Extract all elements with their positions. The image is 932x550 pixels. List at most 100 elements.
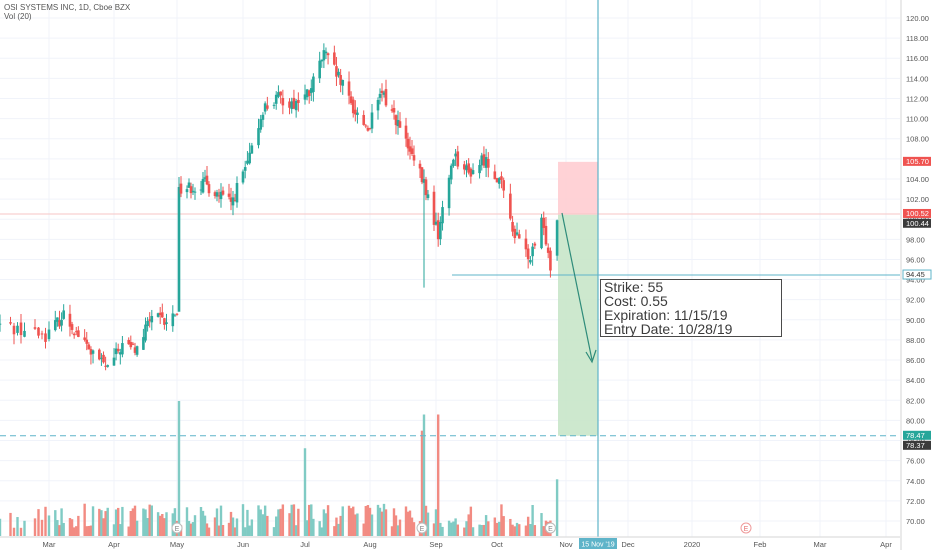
volume-bar	[37, 509, 40, 536]
grid	[0, 0, 900, 537]
volume-bar	[524, 525, 528, 536]
volume-bar	[23, 520, 26, 536]
candle-body	[513, 228, 517, 239]
candle-body	[100, 357, 103, 359]
candle-body	[467, 163, 470, 173]
volume-bar	[333, 526, 336, 536]
candle-body	[484, 157, 488, 168]
volume-bar	[87, 525, 91, 536]
candle-body	[165, 322, 168, 324]
risk-reward-zones[interactable]	[558, 161, 598, 436]
volume-bar	[398, 519, 402, 536]
candle-body	[422, 179, 426, 183]
time-tick-label: Apr	[880, 540, 892, 549]
volume-bar	[261, 514, 265, 536]
volume-bar	[56, 520, 59, 536]
candle-body	[410, 148, 414, 155]
volume-bar	[484, 515, 488, 536]
time-axis[interactable]: Mar Apr May Jun Jul Aug Sep Oct Nov Dec 2020 Feb Mar…	[0, 536, 900, 549]
volume-bar	[277, 509, 280, 536]
volume-bar	[33, 518, 37, 536]
volume-bar	[259, 509, 262, 536]
candle-body	[161, 312, 164, 318]
volume-bar	[129, 510, 132, 536]
candle-body	[542, 217, 546, 228]
candle-body	[364, 125, 368, 127]
price-label-box	[903, 208, 931, 218]
time-tick-label: Jun	[237, 540, 249, 549]
candle-body	[404, 125, 408, 139]
candle-body	[47, 329, 51, 340]
horizontal-lines[interactable]	[0, 213, 900, 437]
volume-bar	[72, 527, 76, 536]
volume-bar	[439, 522, 442, 536]
candle-body	[266, 105, 269, 109]
volume-bar	[356, 513, 359, 536]
volume-bar	[305, 520, 309, 536]
trade-note[interactable]: Strike: 55 Cost: 0.55 Expiration: 11/15/…	[600, 279, 782, 337]
candle-body	[173, 315, 177, 317]
candle-body	[205, 175, 209, 185]
time-tick-label: Mar	[814, 540, 827, 549]
candle-body	[259, 119, 263, 130]
time-tick-label: 2020	[684, 540, 701, 549]
volume-bar	[424, 505, 428, 536]
candle-body	[526, 248, 530, 260]
note-cost: Cost: 0.55	[604, 293, 668, 309]
volume-bar	[60, 508, 63, 536]
profit-target-zone	[558, 214, 598, 436]
candle-body	[37, 327, 40, 336]
candle-body	[502, 180, 505, 191]
volume-bar	[185, 507, 189, 536]
candle-body	[104, 365, 107, 367]
volume-bar	[279, 508, 282, 536]
volume-indicator-label[interactable]: Vol (20)	[4, 12, 32, 21]
volume-bar	[337, 523, 340, 536]
volume-bar	[135, 520, 139, 536]
candle-body	[288, 101, 291, 108]
candle-body	[56, 317, 59, 322]
candle-body	[390, 109, 394, 111]
candle-body	[89, 349, 93, 355]
price-tick-label: 88.00	[906, 336, 925, 345]
price-tick-label: 90.00	[906, 316, 925, 325]
earnings-marker-circle	[416, 522, 428, 534]
note-entry-date: Entry Date: 10/28/19	[604, 321, 733, 337]
candle-body	[341, 80, 345, 86]
volume-bar	[526, 516, 530, 536]
candle-body	[40, 333, 44, 335]
candle-body	[248, 152, 251, 164]
candle-body	[309, 88, 313, 94]
candle-body	[305, 89, 309, 98]
price-axis[interactable]: 120.00 118.00 116.00 114.00 112.00 110.00 108.…	[900, 0, 932, 550]
candle-body	[292, 97, 296, 109]
candle-body	[322, 50, 326, 61]
candle-body	[384, 89, 388, 106]
candle-body	[326, 53, 330, 56]
candle-body	[187, 182, 191, 188]
symbol-title: OSI SYSTEMS INC, 1D, Cboe BZX	[4, 3, 131, 12]
candle-body	[434, 221, 438, 225]
earnings-marker-circle	[171, 522, 183, 534]
time-tick-label: Aug	[363, 540, 376, 549]
volume-bar	[177, 401, 181, 536]
volume-bar	[533, 525, 537, 536]
volume-bar	[540, 513, 543, 536]
price-tick-label: 86.00	[906, 356, 925, 365]
volume-bar	[500, 504, 503, 536]
candle-body	[509, 193, 512, 219]
volume-bar	[454, 518, 457, 536]
volume-bar	[104, 511, 107, 536]
volume-bar	[9, 512, 12, 536]
candle-body	[77, 330, 80, 337]
volume-bar	[219, 505, 223, 536]
candle-body	[524, 238, 528, 250]
candle-body	[439, 222, 442, 240]
volume-bar	[320, 527, 323, 536]
volume-bar	[450, 522, 453, 536]
volume-bar	[463, 527, 466, 536]
volume-bar	[307, 504, 311, 536]
volume-bar	[44, 506, 47, 536]
